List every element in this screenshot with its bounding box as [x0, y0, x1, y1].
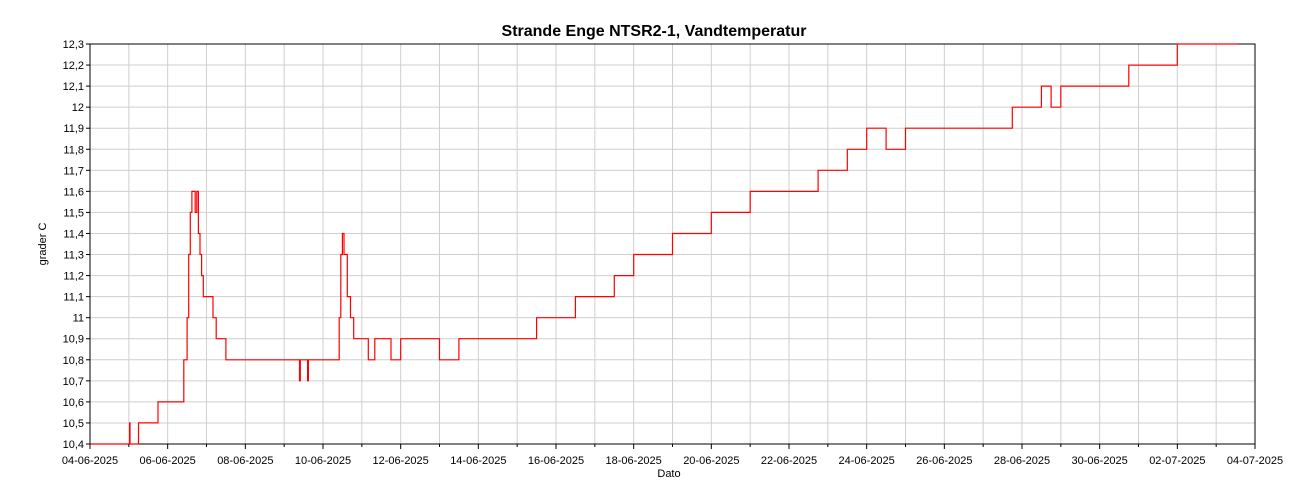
y-tick-label: 11,4: [63, 228, 84, 240]
x-tick-label: 26-06-2025: [916, 455, 972, 467]
y-tick-label: 10,8: [63, 355, 84, 367]
y-tick-label: 11,1: [63, 292, 84, 304]
y-tick-label: 10,9: [63, 334, 84, 346]
y-tick-label: 10,7: [63, 376, 84, 388]
x-tick-label: 10-06-2025: [295, 455, 351, 467]
series-layer: [90, 43, 1238, 445]
y-tick-label: 12,2: [63, 60, 84, 72]
y-tick-label: 11,2: [63, 271, 84, 283]
y-tick-label: 11,6: [63, 186, 84, 198]
y-tick-label: 11,9: [63, 123, 84, 135]
y-tick-label: 11,5: [63, 207, 84, 219]
x-tick-label: 30-06-2025: [1072, 455, 1128, 467]
gridlines: [90, 44, 1255, 444]
x-tick-label: 24-06-2025: [839, 455, 895, 467]
series-line: [90, 43, 1238, 445]
x-tick-label: 14-06-2025: [450, 455, 506, 467]
y-tick-label: 11,7: [63, 165, 84, 177]
x-tick-label: 28-06-2025: [994, 455, 1050, 467]
y-tick-label: 12,3: [63, 39, 84, 51]
y-tick-label: 12,1: [63, 81, 84, 93]
y-tick-label: 10,5: [63, 418, 84, 430]
x-tick-label: 08-06-2025: [217, 455, 273, 467]
y-tick-label: 11: [73, 313, 84, 325]
x-tick-label: 18-06-2025: [606, 455, 662, 467]
x-tick-label: 02-07-2025: [1149, 455, 1205, 467]
x-tick-label: 16-06-2025: [528, 455, 584, 467]
y-tick-label: 11,3: [63, 250, 84, 262]
x-tick-label: 12-06-2025: [373, 455, 429, 467]
x-tick-label: 06-06-2025: [140, 455, 196, 467]
x-tick-labels: 04-06-2025 06-06-2025 08-06-2025 10-06-2025…: [62, 444, 1283, 467]
x-axis-label: Dato: [657, 468, 680, 480]
y-tick-label: 11,8: [63, 144, 84, 156]
x-tick-label: 04-06-2025: [62, 455, 118, 467]
y-tick-labels: 10,4 10,5 10,6 10,7 10,8 10,9 11 11,1 11,2 11,3 11…: [63, 39, 90, 451]
x-tick-label: 22-06-2025: [761, 455, 817, 467]
x-tick-label: 04-07-2025: [1227, 455, 1283, 467]
x-tick-label: 20-06-2025: [683, 455, 739, 467]
y-tick-label: 12: [72, 102, 84, 114]
y-tick-label: 10,4: [63, 439, 84, 451]
y-axis-label: grader C: [37, 223, 49, 266]
y-tick-label: 10,6: [63, 397, 84, 409]
chart-title: Strande Enge NTSR2-1, Vandtemperatur: [502, 23, 807, 40]
